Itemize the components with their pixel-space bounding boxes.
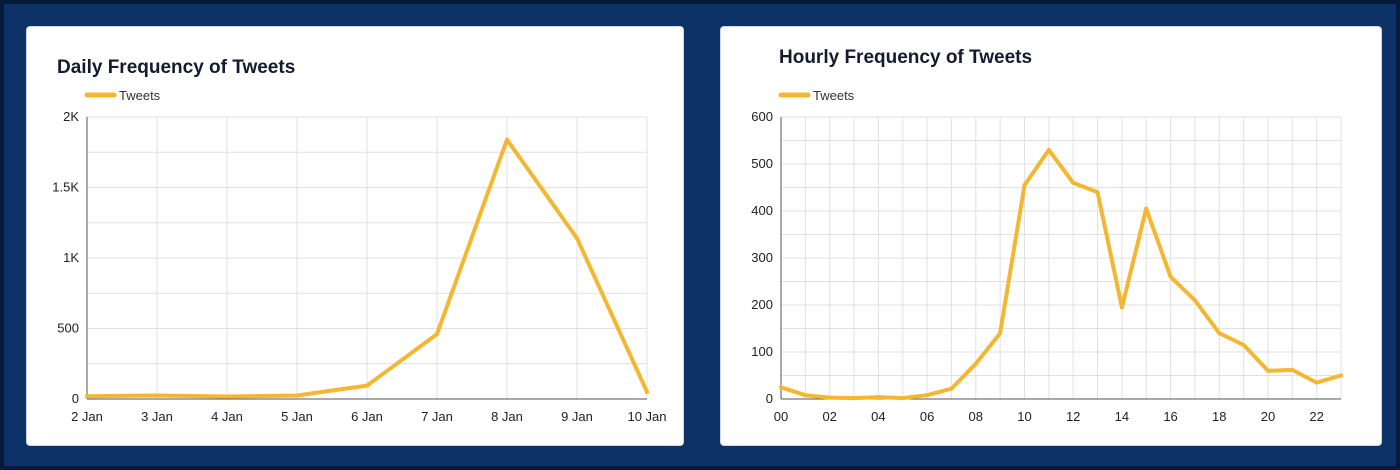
x-tick-label: 20 — [1261, 409, 1275, 424]
x-tick-label: 8 Jan — [491, 409, 523, 424]
data-point[interactable] — [1119, 305, 1124, 310]
data-point[interactable] — [85, 394, 89, 399]
data-point[interactable] — [505, 137, 509, 142]
legend-label: Tweets — [813, 88, 855, 103]
x-tick-label: 10 — [1017, 409, 1031, 424]
grid — [86, 116, 648, 400]
series-layer — [85, 137, 649, 399]
data-point[interactable] — [1339, 373, 1343, 378]
data-point[interactable] — [779, 385, 783, 390]
legend-label: Tweets — [119, 88, 161, 103]
data-point[interactable] — [1071, 180, 1076, 185]
tick-labels: 0 500 1K 1.5K 2K 2 Jan 3 Jan 4 Jan 5 Jan 6 Jan 7 J… — [52, 109, 666, 424]
data-point[interactable] — [1022, 183, 1027, 188]
legend[interactable]: Tweets — [84, 88, 161, 103]
chart-title: Daily Frequency of Tweets — [57, 57, 295, 78]
y-tick-label: 100 — [751, 344, 773, 359]
x-tick-label: 5 Jan — [281, 409, 313, 424]
x-tick-label: 16 — [1163, 409, 1177, 424]
chart-title: Hourly Frequency of Tweets — [779, 47, 1032, 68]
data-point[interactable] — [803, 393, 808, 398]
legend[interactable]: Tweets — [778, 88, 855, 103]
y-tick-label: 0 — [766, 391, 773, 406]
x-tick-label: 18 — [1212, 409, 1226, 424]
y-tick-label: 400 — [751, 203, 773, 218]
y-tick-label: 2K — [63, 109, 79, 124]
y-tick-label: 500 — [751, 156, 773, 171]
x-tick-label: 00 — [774, 409, 788, 424]
series-layer — [779, 147, 1343, 401]
daily-frequency-panel: Daily Frequency of Tweets Tweets 0 500 1K 1… — [26, 26, 684, 446]
data-point[interactable] — [1241, 342, 1246, 347]
data-point[interactable] — [1046, 147, 1051, 152]
y-tick-label: 500 — [57, 321, 79, 336]
hourly-frequency-chart: Hourly Frequency of Tweets Tweets 010020… — [751, 47, 1343, 424]
data-point[interactable] — [998, 331, 1003, 336]
y-tick-label: 300 — [751, 250, 773, 265]
x-tick-label: 2 Jan — [71, 409, 103, 424]
x-tick-label: 10 Jan — [627, 409, 666, 424]
x-tick-label: 6 Jan — [351, 409, 383, 424]
data-point[interactable] — [1314, 380, 1319, 385]
data-point[interactable] — [827, 395, 832, 400]
data-point[interactable] — [365, 383, 369, 388]
x-tick-label: 9 Jan — [561, 409, 593, 424]
data-point[interactable] — [1095, 190, 1100, 195]
data-point[interactable] — [973, 361, 978, 366]
y-tick-label: 600 — [751, 109, 773, 124]
x-tick-label: 7 Jan — [421, 409, 453, 424]
data-point[interactable] — [295, 393, 299, 398]
axes — [86, 117, 647, 400]
data-point[interactable] — [1265, 368, 1270, 373]
data-point[interactable] — [925, 393, 930, 398]
data-point[interactable] — [155, 393, 159, 398]
data-point[interactable] — [900, 396, 905, 401]
x-tick-label: 06 — [920, 409, 934, 424]
x-tick-label: 04 — [871, 409, 885, 424]
y-tick-label: 1.5K — [52, 180, 79, 195]
x-tick-label: 12 — [1066, 409, 1080, 424]
data-point[interactable] — [949, 386, 954, 391]
data-point[interactable] — [852, 396, 857, 401]
series-line-tweets[interactable] — [779, 147, 1343, 401]
x-tick-label: 02 — [822, 409, 836, 424]
data-point[interactable] — [575, 236, 579, 241]
data-point[interactable] — [645, 389, 649, 394]
data-point[interactable] — [876, 395, 881, 400]
y-tick-label: 0 — [72, 391, 79, 406]
hourly-frequency-panel: Hourly Frequency of Tweets Tweets 0 100 20… — [720, 26, 1382, 446]
x-tick-label: 14 — [1115, 409, 1129, 424]
data-point[interactable] — [1192, 298, 1197, 303]
y-tick-label: 1K — [63, 250, 79, 265]
data-point[interactable] — [1217, 331, 1222, 336]
y-tick-label: 200 — [751, 297, 773, 312]
x-tick-label: 22 — [1309, 409, 1323, 424]
x-tick-label: 4 Jan — [211, 409, 243, 424]
data-point[interactable] — [225, 394, 229, 399]
data-point[interactable] — [435, 332, 439, 337]
daily-frequency-chart: Daily Frequency of Tweets Tweets 0 500 1K 1… — [52, 57, 666, 424]
x-tick-label: 08 — [969, 409, 983, 424]
data-point[interactable] — [1144, 206, 1149, 211]
x-tick-label: 3 Jan — [141, 409, 173, 424]
tick-labels: 0 100 200 300 400 500 600 00 02 04 06 08 10 12 14 16 18 2… — [751, 109, 1324, 424]
data-point[interactable] — [1168, 274, 1173, 279]
data-point[interactable] — [1290, 367, 1295, 372]
